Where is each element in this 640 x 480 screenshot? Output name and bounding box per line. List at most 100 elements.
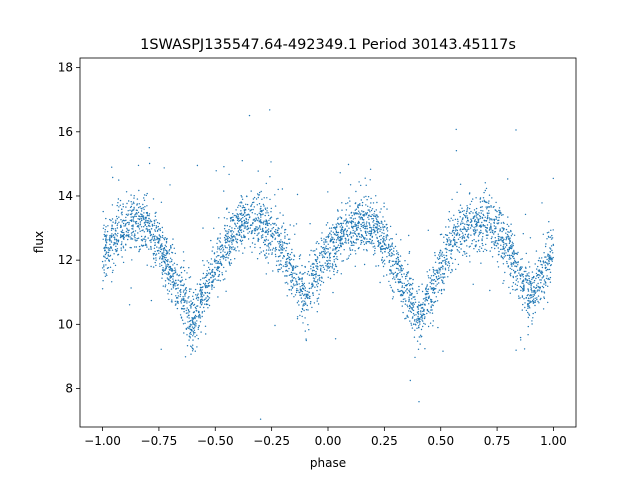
data-point [304, 330, 306, 332]
data-point [493, 231, 495, 233]
data-point [201, 294, 203, 296]
data-point [187, 310, 190, 312]
data-point [533, 289, 536, 292]
data-point [234, 247, 236, 249]
data-point [546, 238, 548, 240]
data-point [121, 256, 123, 258]
data-point [455, 128, 457, 131]
data-point [225, 290, 227, 292]
data-point [105, 240, 107, 242]
data-point [523, 287, 525, 290]
data-point [354, 224, 356, 226]
data-point [547, 301, 549, 304]
data-point [427, 275, 429, 277]
data-point [284, 263, 287, 265]
data-point [140, 210, 143, 212]
data-point [380, 208, 382, 210]
data-point [317, 279, 319, 281]
data-point [104, 275, 107, 277]
data-point [465, 230, 468, 233]
data-point [406, 288, 408, 291]
data-point [479, 225, 482, 227]
data-point [393, 254, 395, 256]
data-point [261, 198, 263, 200]
data-point [174, 283, 176, 285]
data-point [440, 254, 442, 256]
data-point [434, 261, 437, 263]
data-point [513, 262, 515, 264]
data-point [399, 294, 402, 296]
data-point [551, 257, 553, 260]
data-point [384, 247, 386, 250]
data-point [451, 268, 453, 271]
data-point [186, 302, 188, 304]
data-point [343, 232, 345, 234]
data-point [181, 319, 184, 321]
data-point [543, 297, 546, 300]
data-point [231, 235, 233, 238]
data-point [184, 322, 186, 324]
data-point [166, 277, 169, 279]
data-point [146, 246, 148, 248]
data-point [205, 276, 207, 278]
data-point [180, 299, 183, 301]
data-point [533, 286, 535, 289]
data-point [507, 238, 510, 240]
data-point [388, 250, 391, 253]
data-point [244, 211, 246, 214]
data-point [399, 260, 401, 262]
data-point [433, 279, 436, 281]
data-point [138, 218, 141, 220]
data-point [248, 114, 251, 117]
data-point [523, 284, 525, 286]
data-point [207, 284, 210, 287]
data-point [144, 221, 146, 224]
data-point [131, 212, 133, 215]
data-point [103, 247, 105, 249]
data-point [293, 254, 295, 256]
data-point [539, 286, 541, 288]
data-point [111, 258, 114, 260]
data-point [490, 223, 492, 225]
data-point [174, 267, 176, 269]
data-point [208, 292, 211, 294]
data-point [354, 230, 356, 232]
data-point [125, 223, 127, 225]
data-point [132, 209, 135, 211]
data-point [104, 256, 106, 258]
data-point [137, 222, 139, 225]
data-point [201, 311, 204, 313]
data-point [149, 230, 151, 233]
data-point [359, 203, 361, 205]
data-point [461, 238, 463, 240]
data-point [402, 301, 404, 303]
data-point [149, 232, 151, 234]
data-point [402, 298, 405, 300]
x-tick-label: 1.00 [540, 434, 567, 448]
data-point [202, 299, 204, 302]
data-point [141, 239, 143, 241]
data-point [392, 250, 395, 252]
data-point [271, 252, 273, 254]
data-point [284, 275, 286, 277]
data-point [468, 255, 471, 257]
data-point [375, 220, 378, 223]
data-point [421, 335, 423, 338]
data-point [515, 265, 517, 267]
data-point [263, 205, 265, 207]
data-point [286, 275, 288, 277]
data-point [342, 243, 344, 245]
data-point [500, 236, 502, 238]
data-point [519, 268, 521, 270]
data-point [165, 265, 167, 267]
data-point [500, 214, 503, 216]
data-point [186, 307, 188, 309]
data-point [163, 248, 165, 250]
data-point [395, 276, 397, 278]
data-point [459, 216, 461, 218]
data-point [166, 260, 169, 263]
data-point [218, 262, 220, 265]
data-point [360, 234, 363, 236]
data-point [393, 291, 395, 293]
data-point [132, 219, 134, 221]
